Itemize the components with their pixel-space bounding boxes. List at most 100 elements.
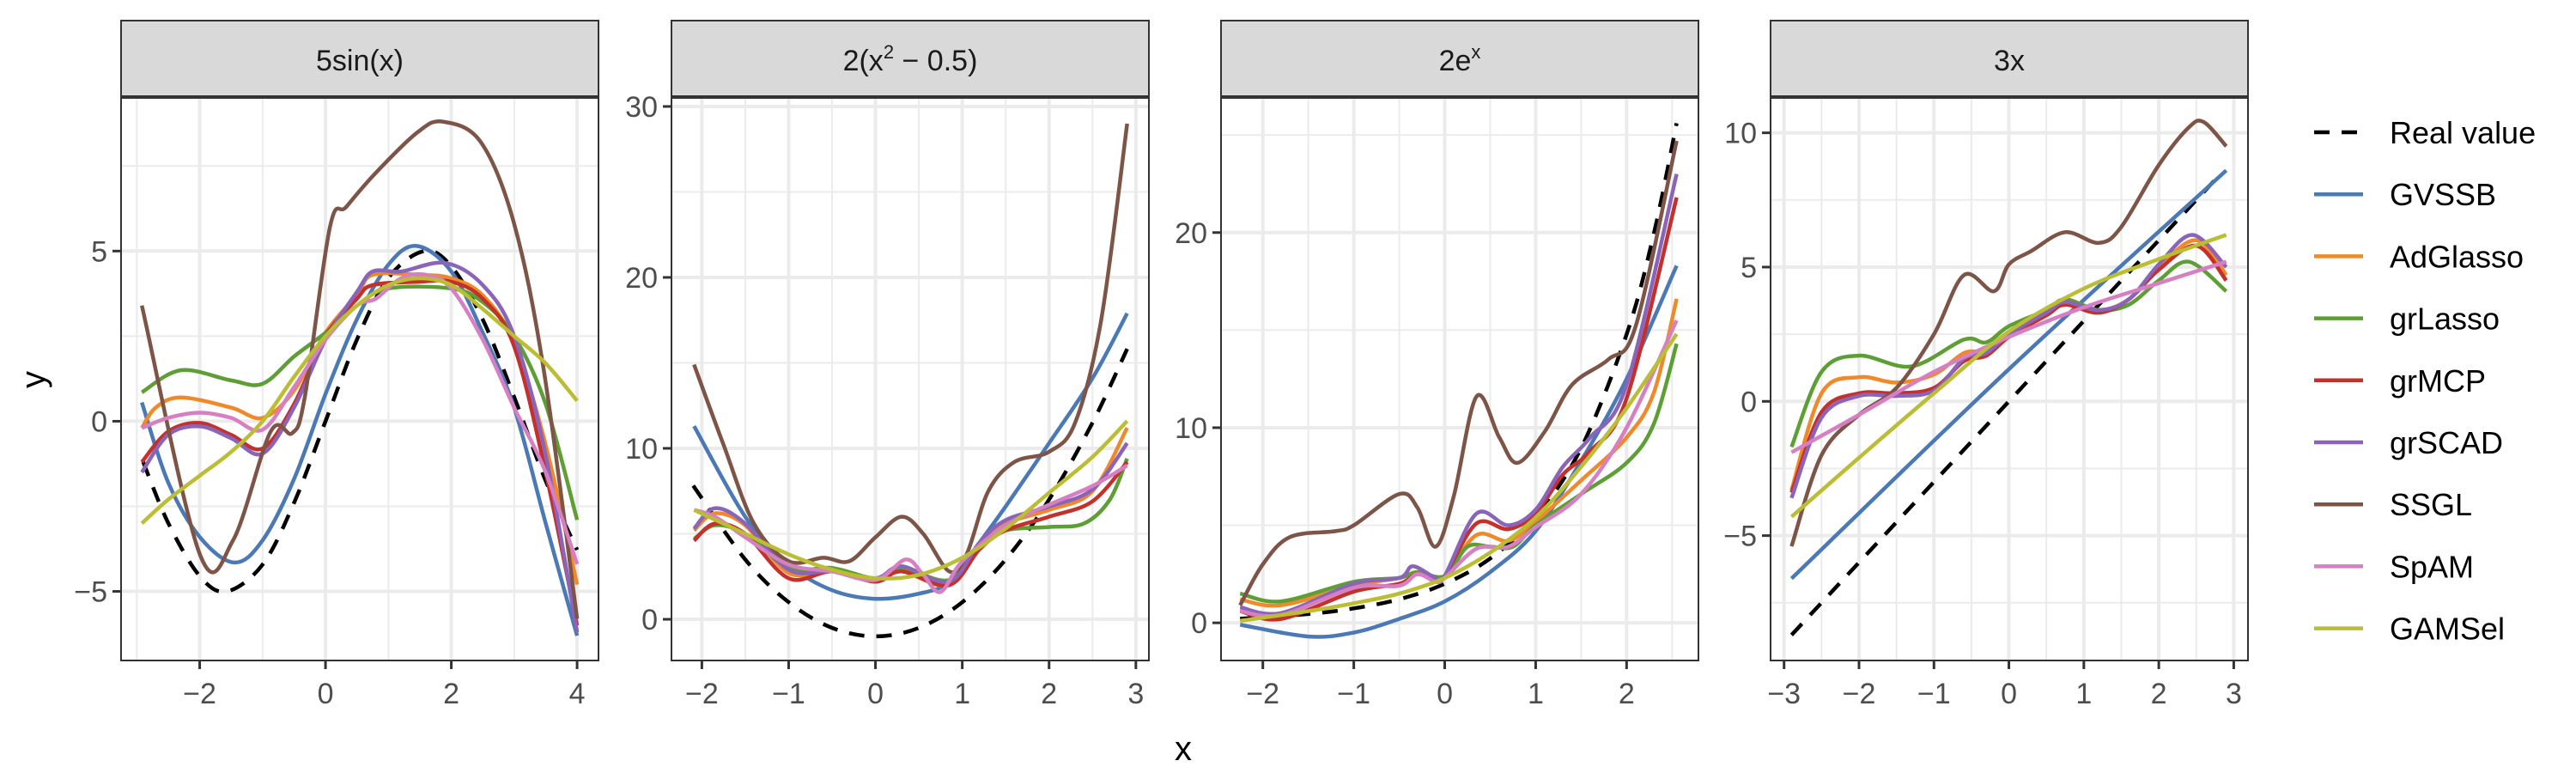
x-tick-label: 0 xyxy=(318,678,334,710)
series-line-real-value xyxy=(1240,123,1679,621)
y-tick-label: 10 xyxy=(1724,118,1757,150)
x-tick-label: −2 xyxy=(1843,678,1876,710)
series-line-gvssb xyxy=(1789,168,2228,581)
series-lines xyxy=(691,123,1129,639)
y-tick-label: −5 xyxy=(1723,520,1757,553)
x-tick-label: −2 xyxy=(183,678,216,710)
facet-strip xyxy=(120,20,599,97)
y-tick-label: 20 xyxy=(625,262,658,295)
facet-title: 2ex xyxy=(1439,41,1481,77)
legend-item-ssgl: SSGL xyxy=(2314,487,2472,522)
gridlines xyxy=(1771,98,2248,660)
x-tick-label: −3 xyxy=(1767,678,1801,710)
series-line-ssgl xyxy=(1238,140,1679,606)
y-axis-title: y xyxy=(15,371,52,388)
x-tick-label: 1 xyxy=(1528,678,1544,710)
series-line-spam xyxy=(1790,259,2227,454)
facet-strip xyxy=(671,20,1150,97)
y-tick-label: 5 xyxy=(1741,252,1757,284)
legend-label: grMCP xyxy=(2390,363,2486,399)
y-tick-label: 10 xyxy=(625,433,658,466)
series-line-spam xyxy=(1239,320,1679,618)
y-tick-label: 0 xyxy=(641,604,658,636)
x-tick-label: −1 xyxy=(1917,678,1951,710)
legend-item-gamsel: GAMSel xyxy=(2314,612,2505,647)
x-tick-label: 1 xyxy=(954,678,970,710)
facet-strip xyxy=(1220,20,1699,97)
x-tick-label: −2 xyxy=(1246,678,1279,710)
legend-item-spam: SpAM xyxy=(2314,549,2474,584)
series-line-grscad xyxy=(140,260,580,633)
y-tick-label: 0 xyxy=(1741,386,1757,418)
panel-border xyxy=(1220,97,1699,661)
series-lines xyxy=(140,119,580,636)
series-line-grscad xyxy=(1789,233,2228,499)
y-tick-label: 0 xyxy=(1191,607,1207,640)
legend-item-adglasso: AdGlasso xyxy=(2314,239,2524,274)
x-tick-label: 2 xyxy=(1619,678,1635,710)
series-line-gamsel xyxy=(1239,332,1679,624)
x-tick-label: −1 xyxy=(772,678,805,710)
x-tick-label: 2 xyxy=(2151,678,2167,710)
y-tick-label: 0 xyxy=(91,405,107,438)
series-lines xyxy=(1238,123,1679,639)
legend-item-grscad: grSCAD xyxy=(2314,425,2503,460)
legend-label: AdGlasso xyxy=(2390,239,2524,274)
legend-item-grmcp: grMCP xyxy=(2314,363,2486,399)
series-line-gvssb xyxy=(1239,265,1679,639)
legend-item-grlasso: grLasso xyxy=(2314,301,2500,337)
legend-item-real-value: Real value xyxy=(2314,115,2536,150)
legend-label: GAMSel xyxy=(2390,612,2505,647)
y-tick-label: −5 xyxy=(74,576,107,609)
facet-title: 5sin(x) xyxy=(316,45,404,77)
series-line-ssgl xyxy=(692,123,1129,575)
series-line-spam xyxy=(141,271,580,565)
facet-title: 3x xyxy=(1994,45,2025,77)
x-tick-label: −1 xyxy=(1337,678,1370,710)
x-tick-label: 3 xyxy=(1127,678,1144,710)
series-line-grscad xyxy=(1239,173,1679,617)
gridlines xyxy=(671,98,1149,660)
x-tick-label: 0 xyxy=(867,678,884,710)
x-tick-label: −2 xyxy=(685,678,719,710)
y-tick-label: 20 xyxy=(1175,217,1207,250)
x-tick-label: 2 xyxy=(443,678,459,710)
legend-label: SSGL xyxy=(2390,487,2472,522)
x-tick-label: 0 xyxy=(2001,678,2017,710)
panel-border xyxy=(120,97,599,661)
series-line-gamsel xyxy=(140,276,579,525)
legend-label: grLasso xyxy=(2390,301,2500,337)
legend-label: Real value xyxy=(2390,115,2536,150)
y-tick-label: 10 xyxy=(1175,412,1207,445)
legend-label: grSCAD xyxy=(2390,425,2503,460)
series-line-real-value xyxy=(691,348,1129,639)
x-tick-label: 0 xyxy=(1437,678,1453,710)
series-line-real-value xyxy=(141,248,580,594)
facet-title: 2(x2 − 0.5) xyxy=(843,41,978,77)
x-axis-title: x xyxy=(1175,730,1192,768)
panel-4: 3x −3 −2 −1 0 1 2 3 −5 0 5 10 xyxy=(1723,20,2249,710)
x-tick-label: 1 xyxy=(2075,678,2092,710)
legend-label: SpAM xyxy=(2390,549,2474,584)
series-line-spam xyxy=(693,463,1128,594)
facet-strip xyxy=(1770,20,2249,97)
legend: Real value GVSSB AdGlasso grLasso grMCP grSCA… xyxy=(2314,115,2536,647)
x-tick-label: 2 xyxy=(1041,678,1057,710)
series-line-real-value xyxy=(1789,174,2221,636)
legend-item-gvssb: GVSSB xyxy=(2314,177,2496,212)
series-line-gamsel xyxy=(1789,233,2227,519)
panel-border xyxy=(671,97,1150,661)
series-line-ssgl xyxy=(140,119,580,619)
x-tick-label: 4 xyxy=(569,678,586,710)
series-line-gamsel xyxy=(693,419,1129,581)
y-tick-label: 5 xyxy=(91,235,107,268)
legend-label: GVSSB xyxy=(2390,177,2496,212)
series-line-grmcp xyxy=(140,278,580,626)
series-lines xyxy=(1789,119,2228,636)
panel-1: 5sin(x) −2 0 2 4 −5 0 5 xyxy=(74,20,599,710)
x-tick-label: 3 xyxy=(2226,678,2242,710)
y-tick-label: 30 xyxy=(625,91,658,124)
